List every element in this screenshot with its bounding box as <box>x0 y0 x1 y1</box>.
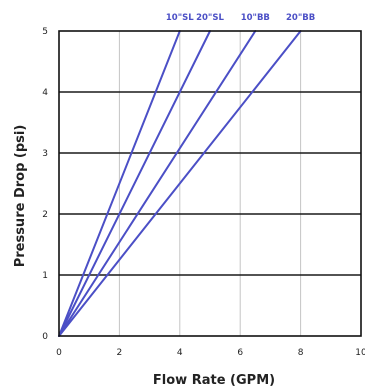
y-tick-labels: 0 1 2 3 4 5 <box>42 27 48 342</box>
y-axis-title: Pressure Drop (psi) <box>13 125 28 268</box>
x-tick-label-5: 10 <box>355 348 365 358</box>
series-line-1 <box>58 30 211 337</box>
x-tick-labels: 0 2 4 6 8 10 <box>56 348 365 358</box>
series-label-1: 20"SL <box>196 13 224 23</box>
series-label-3: 20"BB <box>286 13 315 23</box>
x-tick-label-1: 2 <box>117 348 123 358</box>
series-label-0: 10"SL <box>166 13 194 23</box>
x-axis-title: Flow Rate (GPM) <box>153 373 275 388</box>
plot-frame <box>58 30 362 337</box>
x-tick-label-4: 8 <box>298 348 304 358</box>
y-tick-label-5: 5 <box>42 27 48 37</box>
series-label-2: 10"BB <box>241 13 270 23</box>
y-tick-label-2: 2 <box>42 210 48 220</box>
grid <box>59 31 361 336</box>
series-line-2 <box>58 30 257 337</box>
series-line-0 <box>58 30 181 337</box>
y-tick-label-3: 3 <box>42 149 48 159</box>
y-tick-label-4: 4 <box>42 88 48 98</box>
series-line-3 <box>58 30 302 337</box>
x-tick-label-0: 0 <box>56 348 62 358</box>
y-tick-label-0: 0 <box>42 332 48 342</box>
x-tick-label-3: 6 <box>237 348 243 358</box>
y-tick-label-1: 1 <box>42 271 48 281</box>
series-lines <box>58 30 302 337</box>
series-labels: 10"SL 20"SL 10"BB 20"BB <box>166 13 315 23</box>
x-tick-label-2: 4 <box>177 348 183 358</box>
